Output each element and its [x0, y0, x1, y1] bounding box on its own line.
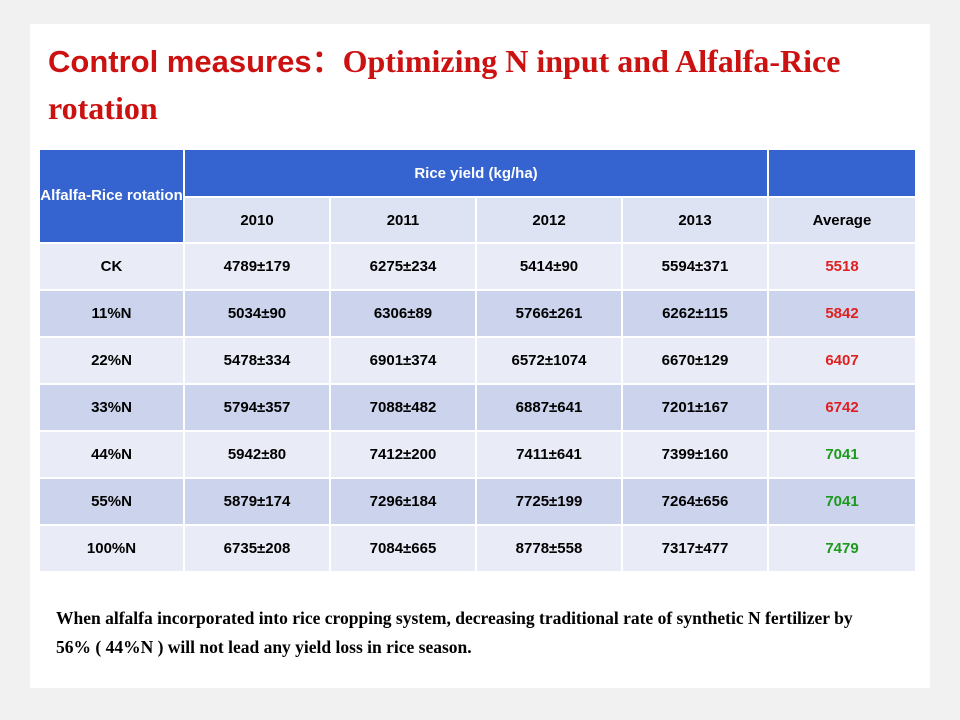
header-row-group: Alfalfa-Rice rotation Rice yield (kg/ha) — [40, 150, 917, 244]
table-row: 55%N 5879±174 7296±184 7725±199 7264±656 7041 — [40, 478, 917, 526]
average-cell: 7041 — [768, 431, 917, 479]
conclusion-note: When alfalfa incorporated into rice crop… — [56, 608, 853, 657]
average-cell: 5842 — [768, 290, 917, 338]
slide: Control measures：Optimizing N input and … — [30, 24, 930, 688]
row-label: 55%N — [40, 478, 185, 526]
yield-cell: 6275±234 — [330, 243, 477, 291]
yield-cell: 5879±174 — [184, 478, 331, 526]
average-cell: 5518 — [768, 243, 917, 291]
row-label: 44%N — [40, 431, 185, 479]
title-rest: Optimizing N input and Alfalfa-Rice rota… — [48, 43, 841, 126]
average-cell: 7479 — [768, 525, 917, 573]
yield-cell: 5478±334 — [184, 337, 331, 385]
yield-cell: 7296±184 — [330, 478, 477, 526]
row-label: CK — [40, 243, 185, 291]
yield-cell: 5414±90 — [476, 243, 623, 291]
slide-title: Control measures：Optimizing N input and … — [48, 38, 918, 131]
row-label: 11%N — [40, 290, 185, 338]
column-header: 2013 — [622, 197, 769, 244]
yield-cell: 5034±90 — [184, 290, 331, 338]
table-row: 33%N 5794±357 7088±482 6887±641 7201±167 6742 — [40, 384, 917, 432]
group-header: Rice yield (kg/ha) — [184, 150, 769, 198]
yield-cell: 7399±160 — [622, 431, 769, 479]
yield-cell: 7411±641 — [476, 431, 623, 479]
yield-cell: 5766±261 — [476, 290, 623, 338]
yield-cell: 6901±374 — [330, 337, 477, 385]
average-cell: 6407 — [768, 337, 917, 385]
yield-cell: 7264±656 — [622, 478, 769, 526]
yield-cell: 6262±115 — [622, 290, 769, 338]
yield-cell: 6306±89 — [330, 290, 477, 338]
average-cell: 7041 — [768, 478, 917, 526]
table-row: 22%N 5478±334 6901±374 6572±1074 6670±129 640… — [40, 337, 917, 385]
column-header: 2011 — [330, 197, 477, 244]
average-cell: 6742 — [768, 384, 917, 432]
table-row: 44%N 5942±80 7412±200 7411±641 7399±160 7041 — [40, 431, 917, 479]
column-header: 2012 — [476, 197, 623, 244]
table-row: CK 4789±179 6275±234 5414±90 5594±371 5518 — [40, 243, 917, 291]
yield-cell: 6670±129 — [622, 337, 769, 385]
stub-header: Alfalfa-Rice rotation — [40, 150, 185, 244]
yield-cell: 7201±167 — [622, 384, 769, 432]
title-lead: Control measures： — [48, 44, 343, 79]
table-body: CK 4789±179 6275±234 5414±90 5594±371 5518 11%… — [40, 243, 917, 573]
yield-cell: 7088±482 — [330, 384, 477, 432]
column-header: Average — [768, 197, 917, 244]
yield-cell: 7725±199 — [476, 478, 623, 526]
yield-cell: 7317±477 — [622, 525, 769, 573]
yield-cell: 5794±357 — [184, 384, 331, 432]
yield-cell: 5942±80 — [184, 431, 331, 479]
table-row: 100%N 6735±208 7084±665 8778±558 7317±477 747… — [40, 525, 917, 573]
row-label: 22%N — [40, 337, 185, 385]
yield-cell: 7084±665 — [330, 525, 477, 573]
group-header-empty — [768, 150, 917, 198]
row-label: 100%N — [40, 525, 185, 573]
yield-cell: 6887±641 — [476, 384, 623, 432]
yield-cell: 7412±200 — [330, 431, 477, 479]
header-row-years: 2010 2011 2012 2013 Average — [40, 197, 917, 244]
column-header: 2010 — [184, 197, 331, 244]
row-label: 33%N — [40, 384, 185, 432]
yield-cell: 6572±1074 — [476, 337, 623, 385]
table-row: 11%N 5034±90 6306±89 5766±261 6262±115 5842 — [40, 290, 917, 338]
yield-cell: 6735±208 — [184, 525, 331, 573]
yield-cell: 4789±179 — [184, 243, 331, 291]
yield-cell: 8778±558 — [476, 525, 623, 573]
yield-cell: 5594±371 — [622, 243, 769, 291]
yield-table: Alfalfa-Rice rotation Rice yield (kg/ha)… — [40, 150, 917, 573]
